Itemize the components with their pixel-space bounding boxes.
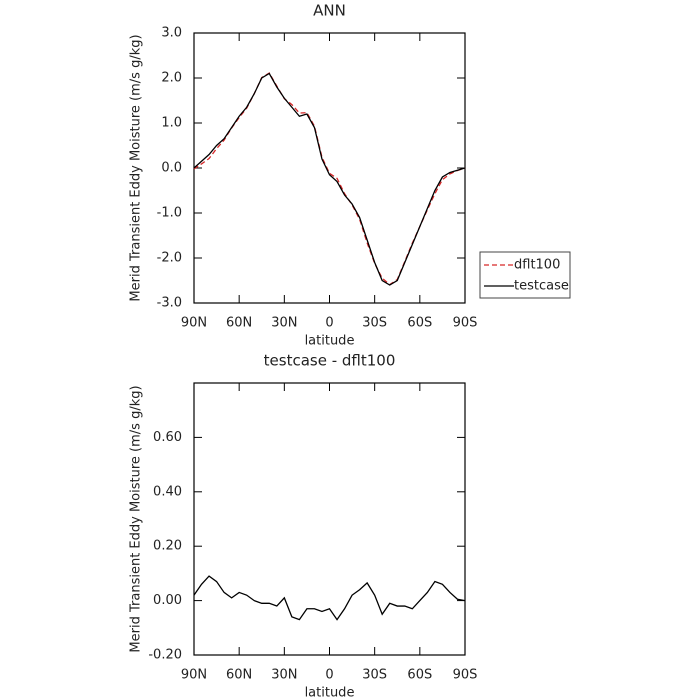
- x-tick-label: 60S: [407, 668, 432, 683]
- line-series: [193, 575, 466, 621]
- legend-box: [479, 251, 571, 299]
- x-tick-label: 90S: [453, 668, 478, 683]
- y-axis-label: Merid Transient Eddy Moisture (m/s g/kg): [129, 34, 144, 301]
- x-tick-label: 60S: [407, 316, 432, 331]
- y-tick-label: 0.40: [153, 484, 182, 499]
- y-tick-label: -1.0: [157, 206, 182, 221]
- chart-title: ANN: [313, 2, 346, 20]
- x-tick-label: 30S: [362, 668, 387, 683]
- y-tick-label: 1.0: [161, 116, 182, 131]
- chart-title: testcase - dflt100: [264, 352, 396, 370]
- x-axis-label: latitude: [305, 334, 355, 349]
- y-tick-label: 0.00: [153, 593, 182, 608]
- plot-frame: [193, 382, 466, 656]
- y-axis-label: Merid Transient Eddy Moisture (m/s g/kg): [129, 385, 144, 652]
- y-tick-label: -0.20: [148, 648, 182, 663]
- x-tick-label: 30N: [271, 316, 297, 331]
- y-tick-label: 0.0: [161, 161, 182, 176]
- y-tick-label: -3.0: [157, 296, 182, 311]
- x-tick-label: 60N: [226, 668, 252, 683]
- x-tick-label: 60N: [226, 316, 252, 331]
- x-tick-label: 90N: [181, 668, 207, 683]
- x-tick-label: 30S: [362, 316, 387, 331]
- x-tick-label: 30N: [271, 668, 297, 683]
- y-tick-label: -2.0: [157, 251, 182, 266]
- legend-label: dflt100: [514, 258, 560, 273]
- x-tick-label: 90N: [181, 316, 207, 331]
- y-tick-label: 3.0: [161, 26, 182, 41]
- legend-label: testcase: [514, 279, 569, 294]
- plot-frame: [193, 32, 466, 304]
- x-axis-label: latitude: [305, 686, 355, 700]
- y-tick-label: 2.0: [161, 71, 182, 86]
- line-series: [193, 72, 466, 286]
- x-tick-label: 0: [325, 668, 333, 683]
- x-tick-label: 90S: [453, 316, 478, 331]
- x-tick-label: 0: [325, 316, 333, 331]
- line-series: [193, 72, 466, 286]
- y-tick-label: 0.20: [153, 539, 182, 554]
- y-tick-label: 0.60: [153, 430, 182, 445]
